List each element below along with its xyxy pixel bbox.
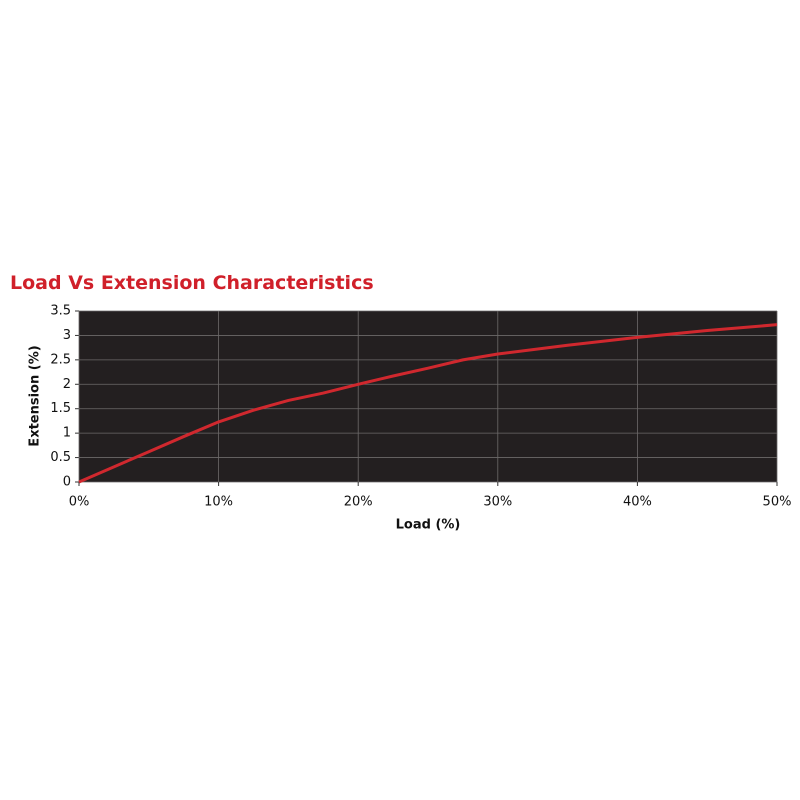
x-tick-label: 40%: [623, 495, 652, 510]
y-tick-label: 0.5: [50, 450, 71, 465]
y-axis-title: Extension (%): [28, 345, 43, 446]
x-tick-label: 50%: [763, 495, 792, 510]
y-tick-label: 2.5: [50, 352, 71, 367]
y-tick-label: 3: [63, 328, 71, 343]
y-tick-label: 1: [63, 426, 71, 441]
x-tick-label: 30%: [483, 495, 512, 510]
data-line: [78, 323, 778, 484]
x-tick-label: 0%: [69, 495, 90, 510]
x-axis-title: Load (%): [396, 518, 461, 533]
y-tick-label: 2: [63, 377, 71, 392]
x-tick-label: 10%: [204, 495, 233, 510]
plot-area: [79, 311, 777, 482]
y-tick-label: 3.5: [50, 304, 71, 319]
y-tick-label: 0: [63, 475, 71, 490]
chart-title: Load Vs Extension Characteristics: [10, 272, 374, 294]
y-tick-label: 1.5: [50, 401, 71, 416]
x-tick-label: 20%: [344, 495, 373, 510]
